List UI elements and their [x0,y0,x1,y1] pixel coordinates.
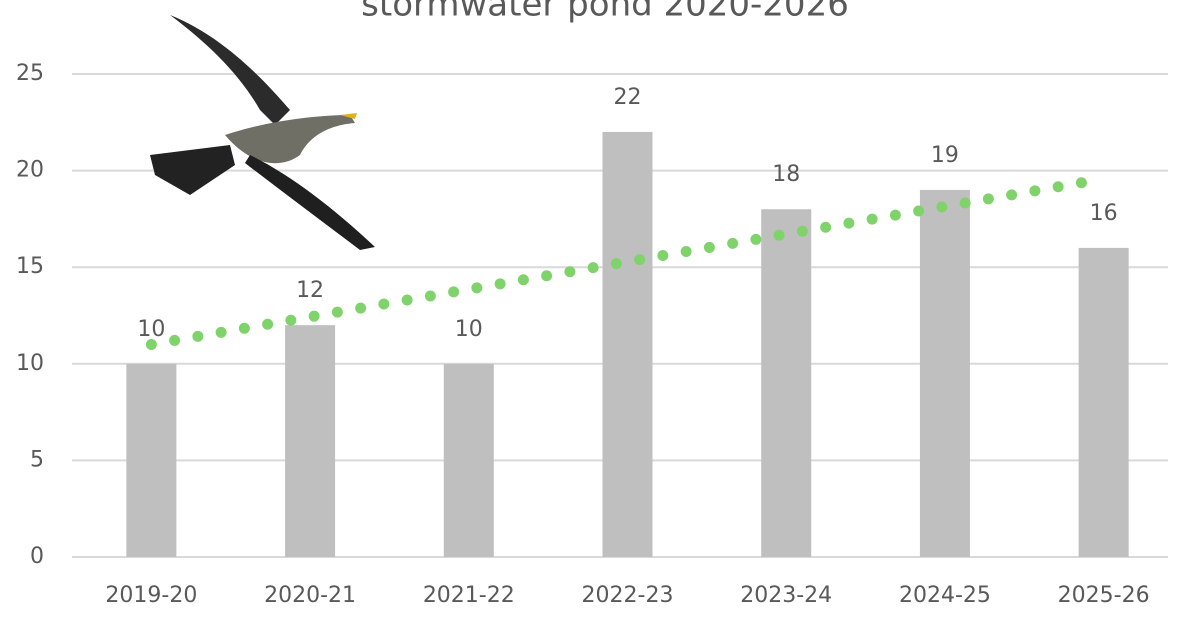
y-tick-label: 20 [16,158,44,183]
chart: stormwater pond 2020-2026 0 5 10 15 20 25 2019… [0,0,1184,618]
bar [444,364,494,557]
bar [285,325,335,557]
bar [920,190,970,557]
value-label: 19 [931,143,959,168]
value-label: 18 [772,162,800,187]
bird-illustration [150,15,375,250]
x-tick-label: 2021-22 [423,583,515,608]
bar [126,364,176,557]
y-tick-label: 0 [30,544,44,569]
y-tick-label: 15 [16,254,44,279]
bar [761,209,811,557]
value-label: 10 [137,317,165,342]
bar [603,132,653,557]
x-tick-label: 2020-21 [264,583,356,608]
value-label: 22 [614,85,642,110]
value-label: 10 [455,317,483,342]
x-tick-label: 2022-23 [582,583,674,608]
x-tick-label: 2023-24 [740,583,832,608]
bar [1079,248,1129,557]
value-label: 16 [1090,201,1118,226]
y-tick-label: 5 [30,447,44,472]
x-tick-label: 2025-26 [1058,583,1150,608]
chart-title: stormwater pond 2020-2026 [361,0,849,25]
value-label: 12 [296,278,324,303]
y-tick-label: 25 [16,61,44,86]
y-tick-label: 10 [16,351,44,376]
x-tick-label: 2019-20 [105,583,197,608]
x-tick-label: 2024-25 [899,583,991,608]
